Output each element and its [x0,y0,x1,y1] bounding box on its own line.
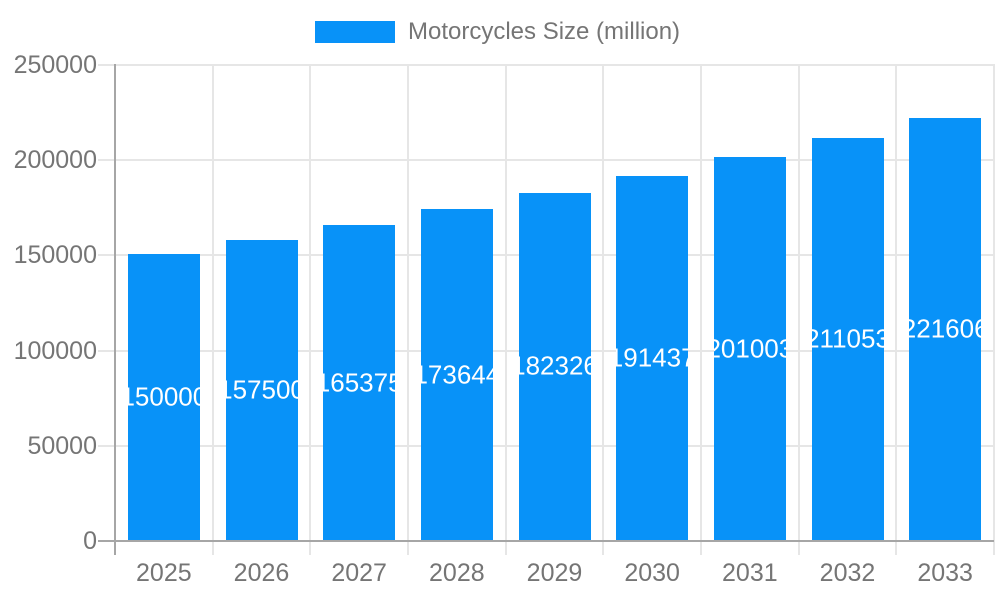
bar-value-label: 157500 [226,374,298,405]
bar-value-label: 211053 [811,323,884,354]
bar-value-label: 191437 [616,342,688,373]
gridline-vertical [407,64,409,555]
bar-value-label: 201003 [714,333,786,364]
gridline-vertical [993,64,995,555]
bar-2025[interactable]: 150000 [127,254,200,540]
gridline-horizontal [98,64,994,66]
x-axis-tick-label: 2033 [917,559,973,587]
y-axis-tick-label: 0 [83,527,97,555]
bar-2033[interactable]: 221606 [909,118,982,540]
bar-value-label: 182326 [519,350,591,381]
gridline-vertical [504,64,507,555]
gridline-vertical [211,64,214,555]
bar-value-label: 150000 [128,381,200,412]
x-axis-tick-label: 2030 [624,559,680,587]
gridline-horizontal [98,159,994,162]
legend-swatch [315,21,395,43]
bar-value-label: 173644 [421,359,493,390]
y-axis-tick-label: 100000 [13,336,97,365]
bar-2026[interactable]: 157500 [225,240,298,540]
y-axis-tick-label: 200000 [13,146,97,175]
gridline-vertical [602,64,605,555]
x-axis-tick-label: 2031 [722,559,778,587]
bar-2030[interactable]: 191437 [616,175,689,540]
bar-2028[interactable]: 173644 [420,209,493,540]
gridline-vertical [895,64,898,555]
gridline-vertical [309,64,312,555]
x-axis-tick-label: 2025 [136,559,192,587]
x-axis-tick-label: 2029 [526,559,583,587]
bar-2029[interactable]: 182326 [518,192,591,540]
legend: Motorcycles Size (million) [315,18,681,45]
bar-2032[interactable]: 211053 [811,138,884,540]
y-axis-line [114,64,116,555]
gridline-vertical [797,64,800,555]
x-axis-tick-label: 2027 [331,559,387,587]
x-axis-tick-label: 2026 [233,559,290,587]
y-axis-tick-label: 150000 [13,241,97,270]
bar-value-label: 221606 [909,313,981,344]
y-axis-tick-label: 250000 [13,51,97,79]
x-axis-tick-label: 2032 [819,559,876,587]
gridline-vertical [700,64,702,555]
x-axis-tick-label: 2028 [429,559,485,587]
y-axis-tick-label: 50000 [27,431,97,460]
bar-2031[interactable]: 201003 [713,157,786,540]
bar-2027[interactable]: 165375 [323,225,396,540]
x-axis-line [98,540,994,542]
bar-value-label: 165375 [323,367,395,398]
legend-label: Motorcycles Size (million) [408,18,681,45]
